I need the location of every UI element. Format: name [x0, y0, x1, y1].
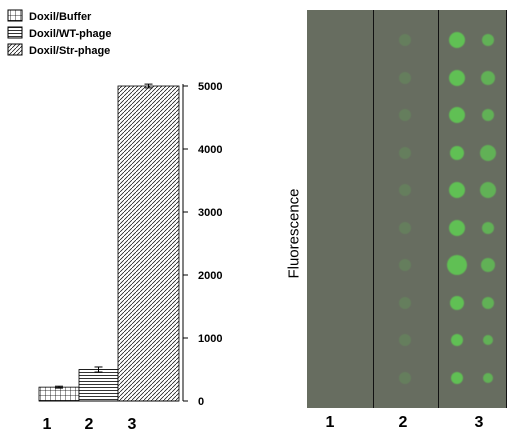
lane3-spot — [451, 334, 463, 346]
lane3-spot — [480, 144, 496, 161]
lane2-spot — [399, 296, 411, 309]
lane3-spot — [481, 258, 495, 272]
y-tick-label: 3000 — [198, 207, 222, 219]
legend-label: Doxil/WT-phage — [29, 28, 112, 40]
lane2-spot — [399, 71, 411, 84]
chart-legend: Doxil/Buffer Doxil/WT-phage Doxil/Str-phag… — [7, 9, 112, 57]
lane2-spot — [399, 259, 411, 271]
y-tick-label: 4000 — [198, 144, 222, 156]
fluorescence-image — [307, 10, 507, 408]
y-tick-label: 0 — [198, 396, 204, 408]
lane3-spot — [451, 371, 463, 384]
lane3-spot — [450, 145, 464, 160]
y-tick-label: 5000 — [198, 81, 222, 93]
x-tick-label: 2 — [84, 416, 94, 433]
lane3-spot — [449, 32, 465, 48]
lane2-spot — [399, 334, 411, 346]
lane3-spot — [480, 182, 496, 198]
lane2-spot — [399, 221, 411, 234]
y-axis-label: Fluorescence — [285, 188, 303, 279]
bar-1 — [38, 386, 80, 402]
lane3-spot — [450, 295, 464, 310]
legend-label: Doxil/Str-phage — [29, 45, 110, 57]
lane-divider — [438, 10, 439, 408]
lane3-spot — [449, 69, 465, 86]
lane3-spot — [483, 372, 493, 383]
bar-2 — [78, 369, 119, 402]
lane-divider — [373, 10, 374, 408]
y-tick-label: 1000 — [198, 333, 222, 345]
lane-label: 1 — [325, 414, 335, 431]
lane3-spot — [482, 109, 494, 121]
lane3-spot — [447, 255, 467, 275]
lane3-spot — [449, 219, 465, 236]
lane3-spot — [449, 182, 465, 198]
lane2-spot — [399, 184, 411, 196]
lane3-spot — [482, 296, 494, 309]
x-tick-label: 3 — [127, 416, 137, 433]
bar-3 — [117, 85, 180, 402]
legend-swatch — [7, 43, 23, 56]
y-tick-label: 2000 — [198, 270, 222, 282]
lane3-spot — [482, 221, 494, 234]
legend-swatch — [7, 9, 23, 22]
legend-swatch — [7, 26, 23, 39]
plot-area — [38, 83, 180, 402]
lane-label: 2 — [398, 414, 408, 431]
lane2-spot — [399, 34, 411, 46]
lane2-spot — [399, 146, 411, 159]
lane3-spot — [449, 107, 465, 123]
lane3-spot — [482, 34, 494, 46]
legend-label: Doxil/Buffer — [29, 11, 92, 23]
lane-label: 3 — [474, 414, 484, 431]
lane2-spot — [399, 109, 411, 121]
lane3-spot — [483, 335, 493, 345]
y-axis: 0 1000 2000 3000 4000 5000 — [182, 81, 222, 408]
lane3-spot — [481, 70, 495, 85]
lane2-spot — [399, 371, 411, 384]
x-tick-label: 1 — [42, 416, 52, 433]
